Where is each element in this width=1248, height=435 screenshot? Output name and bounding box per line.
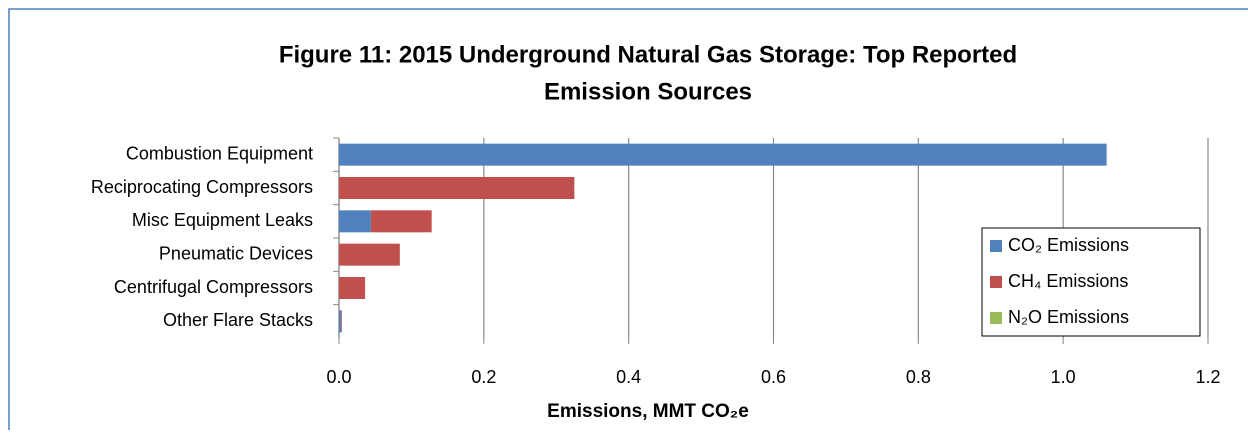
- chart-title: Figure 11: 2015 Underground Natural Gas …: [279, 41, 1017, 68]
- x-tick-label: 0.8: [906, 367, 931, 387]
- bar: [341, 310, 342, 333]
- x-tick-label: 1.0: [1051, 367, 1076, 387]
- legend-swatch: [990, 312, 1002, 324]
- legend-label: CH₄ Emissions: [1008, 271, 1128, 291]
- legend-swatch: [990, 276, 1002, 288]
- legend-label: N₂O Emissions: [1008, 307, 1129, 327]
- y-tick-label: Centrifugal Compressors: [114, 277, 313, 297]
- x-tick-label: 0.0: [326, 367, 351, 387]
- x-axis-label: Emissions, MMT CO₂e: [547, 401, 749, 422]
- bar: [370, 210, 432, 233]
- bar: [339, 310, 342, 333]
- y-tick-label: Misc Equipment Leaks: [132, 210, 313, 230]
- y-tick-label: Reciprocating Compressors: [91, 177, 313, 197]
- x-tick-label: 0.2: [471, 367, 496, 387]
- x-tick-label: 0.4: [616, 367, 641, 387]
- x-tick-label: 1.2: [1195, 367, 1220, 387]
- bar: [339, 243, 400, 266]
- legend-label: CO₂ Emissions: [1008, 235, 1129, 255]
- bar: [339, 143, 1107, 166]
- chart-title: Emission Sources: [544, 78, 752, 105]
- y-tick-label: Pneumatic Devices: [159, 243, 313, 263]
- legend-box: [981, 227, 1201, 337]
- x-tick-label: 0.6: [761, 367, 786, 387]
- bar: [339, 277, 366, 299]
- bar: [339, 177, 575, 199]
- legend-swatch: [990, 240, 1002, 252]
- frame: [8, 8, 1248, 435]
- y-tick-label: Other Flare Stacks: [163, 310, 313, 330]
- bar: [339, 210, 371, 233]
- y-tick-label: Combustion Equipment: [126, 143, 313, 163]
